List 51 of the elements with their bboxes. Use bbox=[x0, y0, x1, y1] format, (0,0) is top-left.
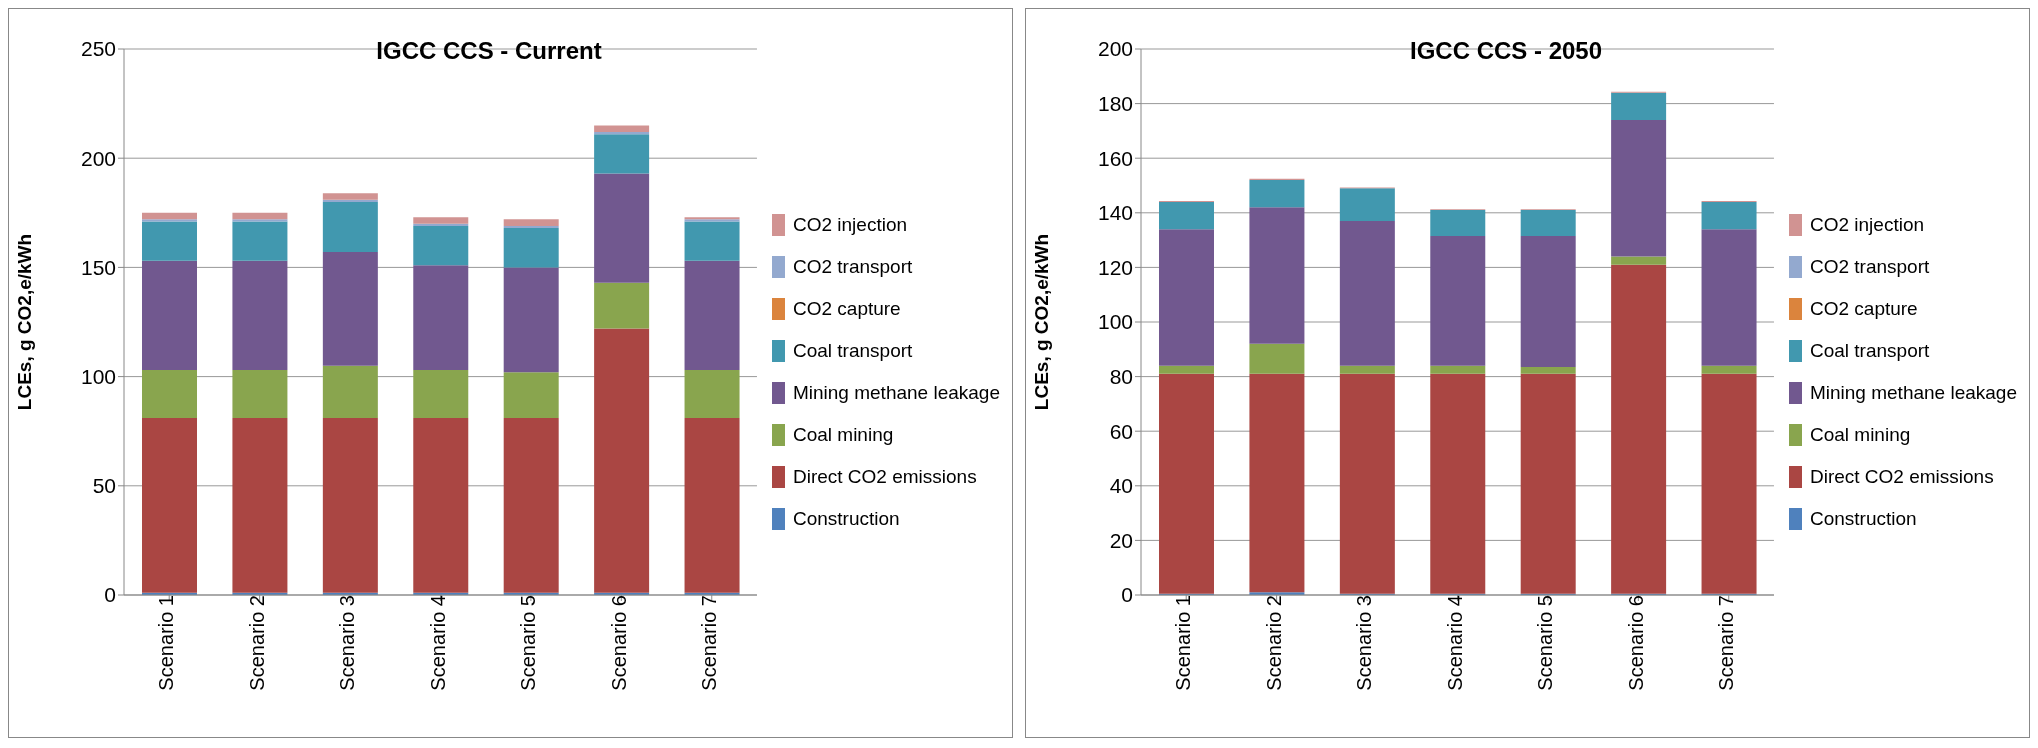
x-tick-label: Scenario 4 bbox=[1443, 595, 1466, 691]
legend-label: Mining methane leakage bbox=[1809, 382, 2017, 404]
x-tick-label: Scenario 2 bbox=[1262, 595, 1285, 691]
x-tick-label: Scenario 5 bbox=[1534, 595, 1557, 691]
legend-label: CO2 transport bbox=[1809, 256, 1930, 278]
y-tick-label: 50 bbox=[92, 474, 116, 498]
y-axis-title: LCEs, g CO2,e/kWh bbox=[1030, 233, 1052, 411]
chart-title: IGCC CCS - Current bbox=[375, 37, 603, 65]
x-tick-label: Scenario 7 bbox=[697, 595, 720, 691]
chart-title: IGCC CCS - 2050 bbox=[1408, 37, 1604, 65]
y-tick-label: 100 bbox=[1097, 310, 1133, 334]
legend-label: CO2 injection bbox=[792, 214, 908, 236]
y-tick-label: 0 bbox=[104, 583, 116, 607]
y-tick-label: 150 bbox=[80, 255, 116, 279]
legend-label: Mining methane leakage bbox=[792, 382, 1000, 404]
legend-label: Coal transport bbox=[792, 340, 913, 362]
x-tick-label: Scenario 1 bbox=[155, 595, 178, 691]
y-tick-label: 180 bbox=[1097, 92, 1133, 116]
y-tick-label: 200 bbox=[1097, 37, 1133, 61]
y-tick-label: 140 bbox=[1097, 201, 1133, 225]
x-tick-label: Scenario 3 bbox=[336, 595, 359, 691]
legend-label: Construction bbox=[792, 508, 900, 530]
y-axis-title: LCEs, g CO2,e/kWh bbox=[13, 233, 35, 411]
y-tick-label: 80 bbox=[1109, 365, 1133, 389]
y-tick-label: 160 bbox=[1097, 146, 1133, 170]
x-tick-label: Scenario 3 bbox=[1353, 595, 1376, 691]
legend-label: CO2 injection bbox=[1809, 214, 1925, 236]
legend-label: CO2 capture bbox=[792, 298, 901, 320]
legend-label: Coal mining bbox=[1809, 424, 1911, 446]
legend-label: CO2 transport bbox=[792, 256, 913, 278]
x-tick-label: Scenario 5 bbox=[517, 595, 540, 691]
legend-label: Direct CO2 emissions bbox=[1809, 466, 1994, 488]
y-tick-label: 60 bbox=[1109, 419, 1133, 443]
y-tick-label: 100 bbox=[80, 365, 116, 389]
legend-label: Construction bbox=[1809, 508, 1917, 530]
x-tick-label: Scenario 6 bbox=[1624, 595, 1647, 691]
y-tick-label: 200 bbox=[80, 146, 116, 170]
x-tick-label: Scenario 1 bbox=[1172, 595, 1195, 691]
y-tick-label: 20 bbox=[1109, 528, 1133, 552]
legend-label: Coal transport bbox=[1809, 340, 1930, 362]
y-tick-label: 250 bbox=[80, 37, 116, 61]
legend-label: Direct CO2 emissions bbox=[792, 466, 977, 488]
y-tick-label: 40 bbox=[1109, 474, 1133, 498]
x-tick-label: Scenario 4 bbox=[426, 595, 449, 691]
legend-label: Coal mining bbox=[792, 424, 894, 446]
x-tick-label: Scenario 2 bbox=[245, 595, 268, 691]
y-tick-label: 120 bbox=[1097, 255, 1133, 279]
x-tick-label: Scenario 7 bbox=[1714, 595, 1737, 691]
legend-label: CO2 capture bbox=[1809, 298, 1918, 320]
x-tick-label: Scenario 6 bbox=[607, 595, 630, 691]
y-tick-label: 0 bbox=[1121, 583, 1133, 607]
